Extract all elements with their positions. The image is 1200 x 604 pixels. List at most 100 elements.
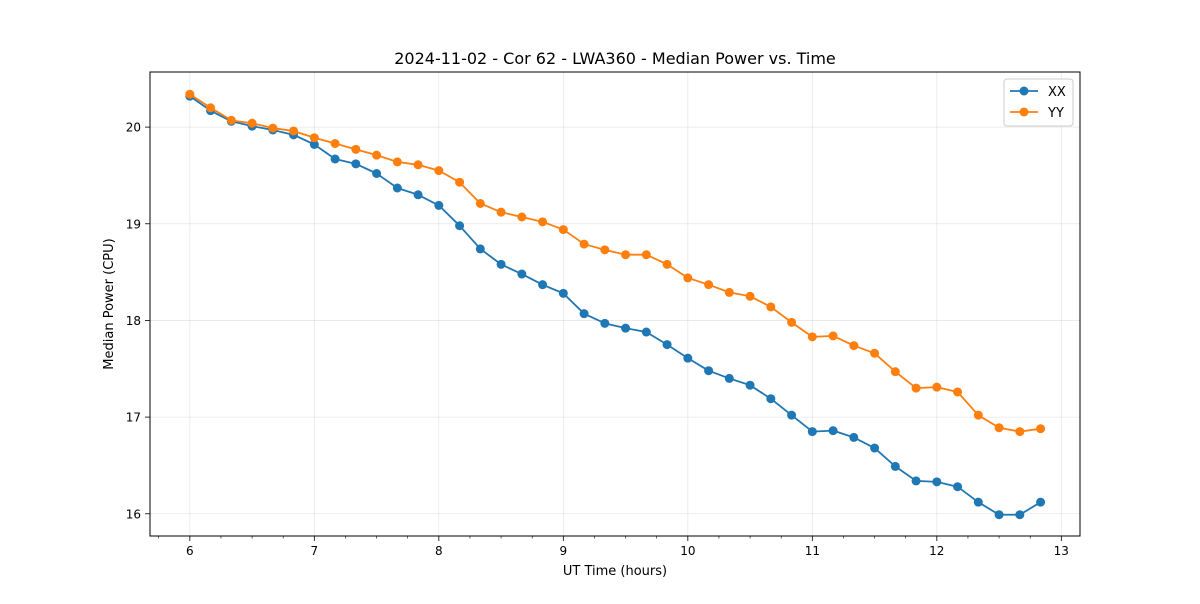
data-point-xx — [434, 200, 444, 210]
data-point-xx — [807, 427, 817, 437]
data-point-yy — [475, 198, 485, 208]
data-point-yy — [1036, 424, 1046, 434]
data-point-xx — [973, 497, 983, 507]
data-point-xx — [828, 426, 838, 436]
data-point-yy — [787, 317, 797, 327]
data-point-xx — [641, 327, 651, 337]
data-point-yy — [558, 225, 568, 235]
data-point-xx — [849, 432, 859, 442]
data-point-yy — [973, 410, 983, 420]
data-point-xx — [372, 169, 382, 178]
data-point-yy — [683, 273, 693, 283]
data-point-xx — [455, 221, 465, 231]
series-layer — [185, 89, 1046, 520]
x-tick-label: 12 — [929, 544, 944, 558]
data-point-xx — [745, 380, 755, 390]
data-point-xx — [496, 259, 506, 269]
data-point-xx — [932, 477, 942, 487]
data-point-xx — [1036, 497, 1046, 507]
data-point-xx — [683, 353, 693, 363]
data-point-yy — [185, 89, 195, 99]
data-point-yy — [932, 382, 942, 392]
y-tick-label: 19 — [126, 217, 141, 231]
data-point-yy — [1015, 427, 1025, 437]
data-point-yy — [745, 291, 755, 301]
tick-layer: 6 7 8 9 10 11 12 13 16 17 18 19 20 — [126, 121, 1069, 558]
data-point-yy — [807, 332, 817, 342]
data-point-yy — [600, 245, 610, 255]
data-point-yy — [330, 139, 340, 149]
x-tick-label: 9 — [560, 544, 568, 558]
data-point-yy — [641, 250, 651, 260]
data-point-yy — [351, 144, 361, 154]
legend-marker-xx — [1019, 86, 1029, 96]
x-tick-label: 13 — [1054, 544, 1069, 558]
data-point-xx — [724, 373, 734, 383]
data-point-yy — [994, 423, 1004, 433]
data-point-yy — [247, 118, 257, 128]
y-tick-label: 18 — [126, 314, 141, 328]
legend-marker-yy — [1019, 107, 1029, 117]
data-point-xx — [766, 394, 776, 404]
data-point-yy — [268, 123, 278, 133]
data-point-yy — [724, 287, 734, 297]
data-point-yy — [662, 259, 672, 269]
data-point-xx — [890, 461, 900, 471]
legend: XX YY — [1003, 78, 1074, 127]
data-point-xx — [517, 269, 527, 279]
data-point-xx — [600, 318, 610, 328]
data-point-xx — [911, 476, 921, 486]
data-point-xx — [351, 159, 361, 169]
data-point-yy — [413, 160, 423, 170]
x-axis-label: UT Time (hours) — [563, 564, 667, 579]
grid-layer — [150, 72, 1080, 536]
x-tick-label: 8 — [435, 544, 443, 558]
data-point-yy — [206, 103, 216, 113]
x-tick-label: 6 — [186, 544, 194, 558]
legend-label-xx: XX — [1048, 85, 1066, 100]
data-point-yy — [953, 387, 963, 397]
data-point-xx — [704, 366, 714, 376]
data-point-yy — [434, 166, 444, 176]
data-point-yy — [309, 133, 319, 143]
data-point-xx — [953, 482, 963, 492]
y-tick-label: 17 — [126, 411, 141, 425]
x-tick-label: 11 — [805, 544, 820, 558]
data-point-xx — [621, 323, 631, 333]
data-point-yy — [455, 177, 465, 187]
x-tick-label: 7 — [311, 544, 319, 558]
data-point-yy — [766, 302, 776, 312]
data-point-yy — [517, 212, 527, 222]
data-point-xx — [413, 190, 423, 200]
data-point-yy — [392, 157, 402, 167]
data-point-xx — [870, 443, 880, 453]
data-point-xx — [330, 154, 340, 164]
data-point-xx — [787, 410, 797, 420]
data-point-yy — [828, 331, 838, 341]
y-tick-label: 16 — [126, 507, 141, 521]
data-point-xx — [994, 510, 1004, 520]
data-point-yy — [226, 115, 236, 125]
data-point-xx — [309, 140, 319, 149]
y-axis-label: Median Power (CPU) — [102, 238, 117, 369]
data-point-xx — [558, 288, 568, 298]
data-point-yy — [621, 250, 631, 260]
y-tick-label: 20 — [126, 121, 141, 135]
data-point-xx — [538, 280, 548, 290]
data-point-xx — [579, 309, 589, 319]
data-point-yy — [870, 348, 880, 358]
data-point-xx — [662, 340, 672, 350]
data-point-yy — [704, 280, 714, 290]
data-point-yy — [890, 367, 900, 377]
data-point-yy — [538, 217, 548, 227]
data-point-yy — [849, 341, 859, 351]
legend-label-yy: YY — [1047, 106, 1064, 121]
data-point-yy — [289, 126, 299, 136]
data-point-yy — [496, 207, 506, 217]
data-point-xx — [1015, 510, 1025, 520]
data-point-xx — [475, 244, 485, 254]
data-point-yy — [579, 239, 589, 249]
chart-title: 2024-11-02 - Cor 62 - LWA360 - Median Po… — [394, 49, 836, 68]
